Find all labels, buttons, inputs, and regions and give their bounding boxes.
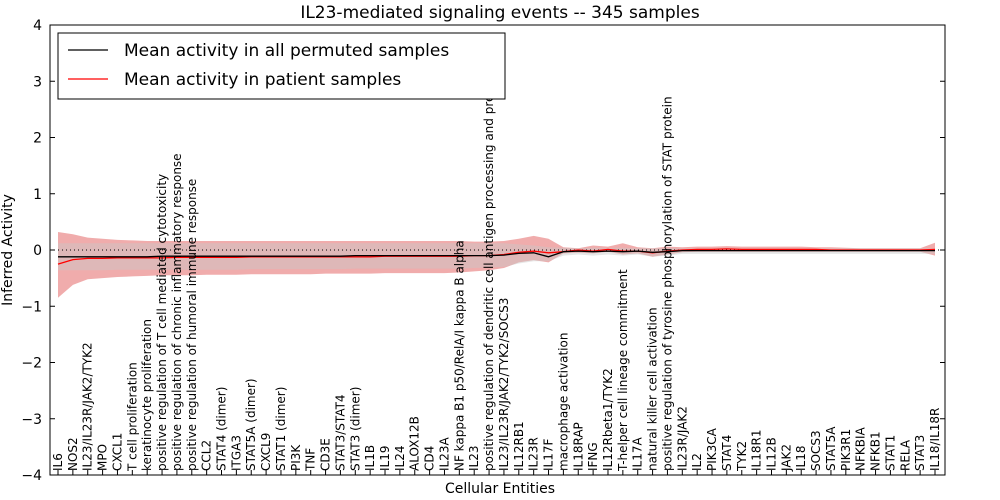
x-tick-label: STAT4 (dimer): [215, 387, 229, 471]
x-tick-label: STAT4: [720, 435, 734, 471]
legend: Mean activity in all permuted samples Mea…: [57, 32, 506, 100]
x-tick-label: MPO: [96, 444, 110, 471]
x-tick-label: natural killer cell activation: [646, 307, 660, 471]
x-axis-label: Cellular Entities: [445, 481, 555, 497]
mean-lines: [57, 248, 936, 265]
x-tick-label: IFNG: [586, 442, 600, 471]
x-tick-label: IL18: [794, 446, 808, 472]
x-tick-label: NF kappa B1 p50/RelA/I kappa B alpha: [452, 240, 466, 471]
x-tick-label: T cell proliferation: [125, 362, 139, 472]
x-tick-label: CD3E: [319, 438, 333, 471]
x-tick-label: positive regulation of humoral immune re…: [185, 179, 199, 471]
x-tick-label: STAT5A (dimer): [244, 378, 258, 471]
x-tick-label: IL17F: [542, 439, 556, 471]
x-tick-label: ITGA3: [229, 435, 243, 471]
x-tick-label: macrophage activation: [556, 333, 570, 471]
x-tick-label: CXCL9: [259, 433, 273, 471]
x-tick-label: IL17A: [631, 437, 645, 471]
x-tick-label: IL19: [378, 446, 392, 472]
y-axis-label: Inferred Activity: [0, 194, 16, 306]
x-tick-label: PIK3R1: [839, 429, 853, 471]
x-tick-label: positive regulation of tyrosine phosphor…: [660, 96, 674, 471]
x-tick-label: ALOX12B: [408, 416, 422, 471]
x-tick-label: PI3K: [289, 444, 303, 471]
x-tick-label: STAT3 (dimer): [348, 387, 362, 471]
x-tick-label: CD4: [423, 446, 437, 471]
x-tick-label: T-helper cell lineage commitment: [616, 269, 630, 472]
y-tick-label: 3: [33, 74, 42, 90]
x-tick-label: PIK3CA: [705, 427, 719, 471]
x-tick-label: STAT3: [913, 435, 927, 471]
legend-box: [57, 32, 506, 100]
x-tick-label: IL23R/JAK2: [675, 406, 689, 471]
y-tick-label: −1: [21, 299, 42, 315]
x-tick-label: positive regulation of chronic inflammat…: [170, 153, 184, 471]
x-tick-label: NFKBIA: [854, 426, 868, 471]
y-tick-label: 0: [33, 243, 42, 259]
y-tick-label: 1: [33, 187, 42, 203]
x-tick-label: IL12Rbeta1/TYK2: [601, 368, 615, 471]
y-tick-label: 2: [33, 131, 42, 147]
legend-label-1: Mean activity in patient samples: [124, 70, 401, 90]
y-axis: −4 −3 −2 −1 0 1 2 3 4: [21, 18, 945, 484]
x-tick-label: CCL2: [200, 440, 214, 471]
x-tick-label: SOCS3: [809, 430, 823, 471]
x-tick-label: STAT5A: [824, 426, 838, 471]
y-tick-label: −4: [21, 468, 42, 484]
x-tick-label: TNF: [304, 448, 318, 472]
x-tick-label: IL18/IL18R: [928, 408, 942, 471]
x-tick-label: IL23R: [527, 437, 541, 471]
x-tick-label: IL18R1: [750, 430, 764, 471]
x-axis: IL6 NOS2 IL23/IL23R/JAK2/TYK2 MPO CXCL1 T cel…: [51, 38, 942, 475]
x-tick-label: JAK2: [779, 444, 793, 472]
x-tick-label: IL23A: [437, 437, 451, 471]
x-tick-label: CXCL1: [110, 433, 124, 471]
x-tick-label: IL6: [51, 453, 65, 471]
y-tick-label: −2: [21, 356, 42, 372]
x-tick-label: positive regulation of dendritic cell an…: [482, 38, 496, 471]
y-tick-label: 4: [33, 18, 42, 34]
x-tick-label: IL23/IL23R/JAK2/TYK2/SOCS3: [497, 298, 511, 471]
x-tick-label: IL1B: [363, 445, 377, 471]
x-tick-label: STAT1: [883, 435, 897, 471]
chart-title: IL23-mediated signaling events -- 345 sa…: [300, 3, 700, 23]
x-tick-label: NOS2: [66, 437, 80, 471]
band-0: [58, 232, 935, 298]
x-tick-label: IL2: [690, 453, 704, 471]
x-tick-label: IL24: [393, 446, 407, 472]
x-tick-label: IL18RAP: [571, 422, 585, 471]
x-tick-label: IL23: [467, 446, 481, 472]
series-line-1: [58, 249, 935, 258]
x-tick-label: IL12B: [764, 437, 778, 471]
x-tick-label: positive regulation of T cell mediated c…: [155, 174, 169, 471]
x-tick-label: TYK2: [735, 441, 749, 472]
x-tick-label: STAT1 (dimer): [274, 387, 288, 471]
x-tick-label: RELA: [898, 439, 912, 471]
y-tick-label: −3: [21, 412, 42, 428]
x-tick-label: keratinocyte proliferation: [140, 319, 154, 471]
x-tick-label: NFKB1: [869, 431, 883, 471]
x-tick-label: IL12RB1: [512, 421, 526, 471]
x-tick-label: IL23/IL23R/JAK2/TYK2: [81, 342, 95, 471]
x-tick-label: STAT3/STAT4: [333, 394, 347, 471]
legend-label-0: Mean activity in all permuted samples: [124, 41, 449, 61]
